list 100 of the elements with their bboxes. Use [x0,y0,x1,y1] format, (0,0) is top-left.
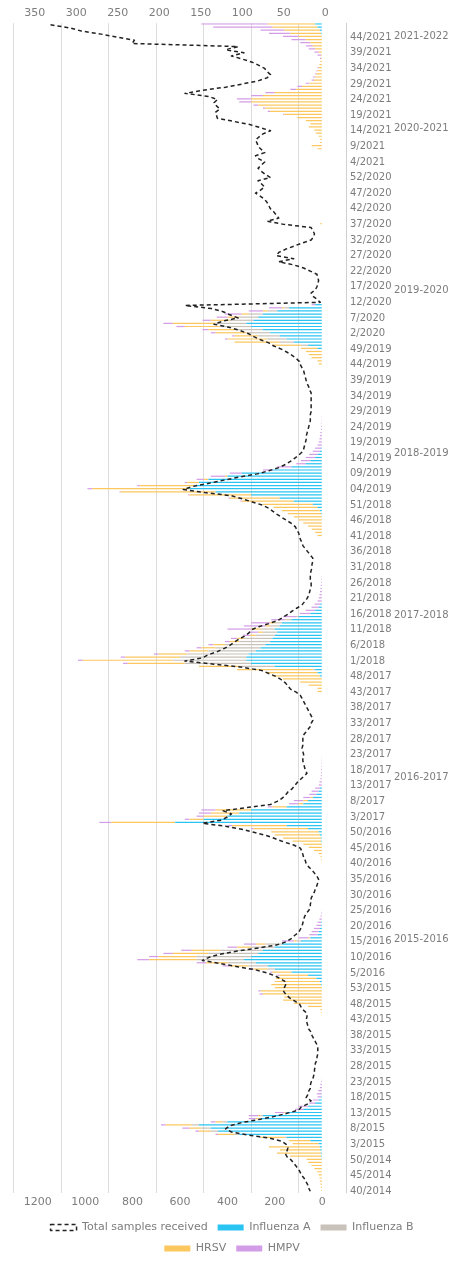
y-tick-label: 24/2021 [350,93,392,105]
y-tick-label: 40/2014 [350,1184,392,1196]
y-tick-label: 37/2020 [350,217,392,229]
x2-tick-label: 250 [107,6,129,20]
y-tick-label: 19/2021 [350,108,392,120]
text: 2019-2020 [394,284,449,296]
x2-tick-label: 100 [231,6,253,20]
y-tick-label: 30/2016 [350,888,392,900]
y-tick-label: 49/2019 [350,342,392,354]
y-tick-label: 8/2015 [350,1122,386,1134]
y-tick-label: 33/2015 [350,1044,392,1056]
y-tick-label: 7/2020 [350,311,386,323]
legend-label: HMPV [267,1241,301,1255]
y-tick-label: 31/2018 [350,561,392,573]
y-tick-label: 10/2016 [350,950,392,962]
text: 2018-2019 [394,446,449,458]
y-tick-label: 45/2016 [350,841,392,853]
y-tick-label: 40/2016 [350,857,392,869]
y-tick-label: 5/2016 [350,966,386,978]
y-tick-label: 21/2018 [350,592,392,604]
x2-tick-label: 150 [190,6,212,20]
text: 2015-2016 [394,933,449,945]
y-tick-label: 32/2020 [350,233,392,245]
y-tick-label: 26/2018 [350,576,392,588]
y-tick-label: 20/2016 [350,919,392,931]
y-tick-label: 14/2021 [350,124,392,136]
legend-label: HRSV [195,1241,227,1255]
y-tick-label: 24/2019 [350,420,392,432]
x-tick-label: 200 [264,1195,286,1209]
text: 2017-2018 [394,608,449,620]
y-tick-label: 18/2015 [350,1091,392,1103]
y-tick-label: 28/2015 [350,1060,392,1072]
y-tick-label: 19/2019 [350,436,392,448]
x2-tick-label: 50 [276,6,291,20]
y-tick-label: 16/2018 [350,607,392,619]
y-tick-label: 22/2020 [350,264,392,276]
y-tick-label: 12/2020 [350,295,392,307]
y-tick-label: 23/2015 [350,1075,392,1087]
y-tick-label: 28/2017 [350,732,392,744]
y-tick-label: 39/2021 [350,46,392,58]
x-tick-label: 1200 [23,1195,52,1209]
y-tick-label: 44/2019 [350,358,392,370]
y-tick-label: 14/2019 [350,451,392,463]
y-tick-label: 3/2017 [350,810,386,822]
y-tick-label: 1/2018 [350,654,386,666]
legend-label: Total samples received [81,1220,208,1234]
y-tick-label: 50/2016 [350,826,392,838]
y-tick-label: 4/2021 [350,155,386,167]
y-tick-label: 9/2021 [350,139,386,151]
y-tick-label: 42/2020 [350,202,392,214]
y-tick-label: 13/2017 [350,779,392,791]
y-tick-label: 47/2020 [350,186,392,198]
y-tick-label: 3/2015 [350,1138,386,1150]
y-tick-label: 50/2014 [350,1153,392,1165]
y-tick-label: 38/2017 [350,701,392,713]
y-tick-label: 48/2015 [350,997,392,1009]
y-tick-label: 48/2017 [350,670,392,682]
y-tick-label: 17/2020 [350,280,392,292]
y-tick-label: 18/2017 [350,763,392,775]
y-tick-label: 46/2018 [350,514,392,526]
legend-label: Influenza B [352,1220,414,1234]
y-tick-label: 11/2018 [350,623,392,635]
x2-tick-label: 350 [24,6,46,20]
y-tick-label: 23/2017 [350,748,392,760]
x2-tick-label: 200 [148,6,170,20]
y-tick-label: 36/2018 [350,545,392,557]
x-tick-label: 0 [318,1195,326,1209]
y-tick-label: 34/2019 [350,389,392,401]
x2-tick-label: 300 [65,6,87,20]
y-tick-label: 34/2021 [350,62,392,74]
y-tick-label: 53/2015 [350,982,392,994]
y-tick-label: 6/2018 [350,639,386,651]
y-tick-label: 38/2015 [350,1028,392,1040]
y-tick-label: 51/2018 [350,498,392,510]
y-tick-label: 04/2019 [350,483,392,495]
y-tick-label: 27/2020 [350,249,392,261]
y-tick-label: 43/2015 [350,1013,392,1025]
text: 2020-2021 [394,122,449,134]
y-tick-label: 52/2020 [350,171,392,183]
y-tick-label: 8/2017 [350,794,386,806]
x-tick-label: 600 [169,1195,191,1209]
y-tick-label: 35/2016 [350,872,392,884]
y-tick-label: 29/2021 [350,77,392,89]
y-tick-label: 41/2018 [350,529,392,541]
y-tick-label: 13/2015 [350,1106,392,1118]
y-tick-label: 43/2017 [350,685,392,697]
text: 2016-2017 [394,771,449,783]
x-tick-label: 400 [216,1195,238,1209]
y-tick-label: 33/2017 [350,716,392,728]
legend-label: Influenza A [249,1220,312,1234]
y-tick-label: 44/2021 [350,30,392,42]
text: 2021-2022 [394,29,449,41]
y-tick-label: 25/2016 [350,904,392,916]
x2-tick-label: 0 [321,6,329,20]
y-tick-label: 2/2020 [350,327,386,339]
y-tick-label: 45/2014 [350,1169,392,1181]
x-tick-label: 1000 [71,1195,100,1209]
y-tick-label: 29/2019 [350,405,392,417]
y-tick-label: 39/2019 [350,373,392,385]
x-tick-label: 800 [122,1195,144,1209]
